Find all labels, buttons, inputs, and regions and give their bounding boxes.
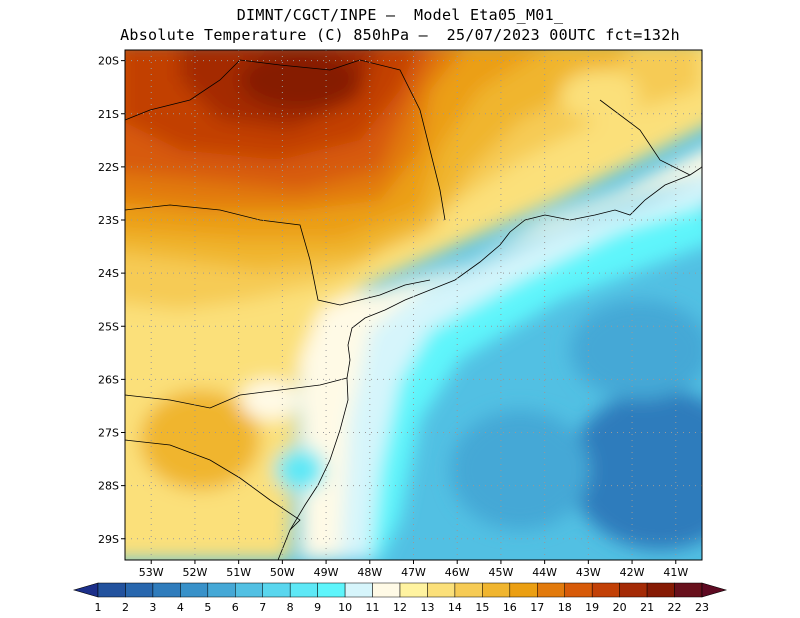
lat-tick-label: 23S	[98, 214, 119, 227]
lon-tick-label: 52W	[183, 566, 208, 579]
colorbar-label: 11	[366, 601, 380, 614]
lat-tick-label: 26S	[98, 373, 119, 386]
colorbar-label: 20	[613, 601, 627, 614]
colorbar-under-triangle	[72, 582, 99, 598]
colorbar-segment	[97, 582, 126, 598]
chart-title-line1: DIMNT/CGCT/INPE — Model Eta05_M01_	[236, 6, 564, 24]
lon-tick-label: 46W	[445, 566, 470, 579]
colorbar-segment	[537, 582, 565, 598]
lon-tick-label: 45W	[488, 566, 513, 579]
lon-tick-label: 44W	[532, 566, 557, 579]
colorbar-label: 22	[668, 601, 682, 614]
lon-tick-label: 51W	[226, 566, 251, 579]
colorbar-segment	[482, 582, 511, 598]
colorbar-label: 1	[95, 601, 102, 614]
colorbar-segment	[152, 582, 181, 598]
lat-tick-label: 21S	[98, 108, 119, 121]
colorbar-label: 19	[585, 601, 599, 614]
colorbar-label: 3	[149, 601, 156, 614]
lat-tick-label: 24S	[98, 267, 119, 280]
coastline-and-borders	[125, 59, 702, 560]
latitude-axis: 20S 21S 22S 23S 24S 25S 26S 27S 28S 29S	[98, 55, 125, 546]
colorbar-label: 7	[259, 601, 266, 614]
lon-tick-label: 53W	[139, 566, 164, 579]
colorbar-segment	[591, 582, 620, 598]
colorbar: 1 2 3 4 5 6 7 8 9 10 11 12 13 14 15 16 17 18 19 20 21 22 23	[72, 582, 728, 614]
lon-tick-label: 41W	[663, 566, 688, 579]
colorbar-segment	[125, 582, 154, 598]
lat-tick-label: 29S	[98, 533, 119, 546]
colorbar-label: 15	[475, 601, 489, 614]
colorbar-segment	[180, 582, 209, 598]
colorbar-segment	[619, 582, 648, 598]
longitude-axis: 53W 52W 51W 50W 49W 48W 47W 46W 45W 44W 43W 42W 41W	[139, 560, 688, 579]
colorbar-segment	[509, 582, 538, 598]
lat-tick-label: 22S	[98, 161, 119, 174]
colorbar-label: 6	[232, 601, 239, 614]
colorbar-label: 21	[640, 601, 654, 614]
colorbar-segment	[674, 582, 703, 598]
lon-tick-label: 43W	[576, 566, 601, 579]
colorbar-label: 9	[314, 601, 321, 614]
lon-tick-label: 49W	[314, 566, 339, 579]
state-border-ms-mg	[125, 59, 446, 221]
colorbar-label: 5	[204, 601, 211, 614]
colorbar-label: 18	[558, 601, 572, 614]
colorbar-segment	[646, 582, 675, 598]
colorbar-label: 10	[338, 601, 352, 614]
lon-tick-label: 47W	[401, 566, 426, 579]
colorbar-segment	[317, 582, 346, 598]
colorbar-segment	[262, 582, 291, 598]
lon-tick-label: 50W	[270, 566, 295, 579]
colorbar-label: 13	[420, 601, 434, 614]
coastline	[277, 166, 702, 560]
colorbar-label: 12	[393, 601, 407, 614]
lon-tick-label: 42W	[620, 566, 645, 579]
colorbar-segment	[399, 582, 428, 598]
colorbar-label: 14	[448, 601, 462, 614]
colorbar-over-triangle	[701, 582, 728, 598]
chart-title-line2: Absolute Temperature (C) 850hPa — 25/07/…	[120, 26, 680, 44]
lat-tick-label: 25S	[98, 320, 119, 333]
state-border-sp-pr	[125, 204, 431, 306]
temperature-field	[125, 50, 702, 560]
colorbar-label: 4	[177, 601, 184, 614]
colorbar-label: 2	[122, 601, 129, 614]
colorbar-label: 8	[287, 601, 294, 614]
lat-tick-label: 28S	[98, 480, 119, 493]
colorbar-label: 16	[503, 601, 517, 614]
state-border-sc-rs	[125, 439, 301, 531]
map-gridlines	[125, 50, 702, 560]
colorbar-label: 23	[695, 601, 709, 614]
colorbar-segment	[289, 582, 318, 598]
colorbar-label: 17	[530, 601, 544, 614]
lon-tick-label: 48W	[357, 566, 382, 579]
colorbar-segment	[372, 582, 401, 598]
colorbar-segment	[454, 582, 483, 598]
lat-tick-label: 20S	[98, 55, 119, 68]
lat-tick-label: 27S	[98, 427, 119, 440]
state-border-pr-sc	[125, 377, 348, 409]
colorbar-segment	[235, 582, 263, 598]
colorbar-segment	[427, 582, 456, 598]
state-border-mg-es	[599, 99, 691, 176]
colorbar-segment	[207, 582, 236, 598]
colorbar-segment	[344, 582, 373, 598]
colorbar-segment	[564, 582, 593, 598]
